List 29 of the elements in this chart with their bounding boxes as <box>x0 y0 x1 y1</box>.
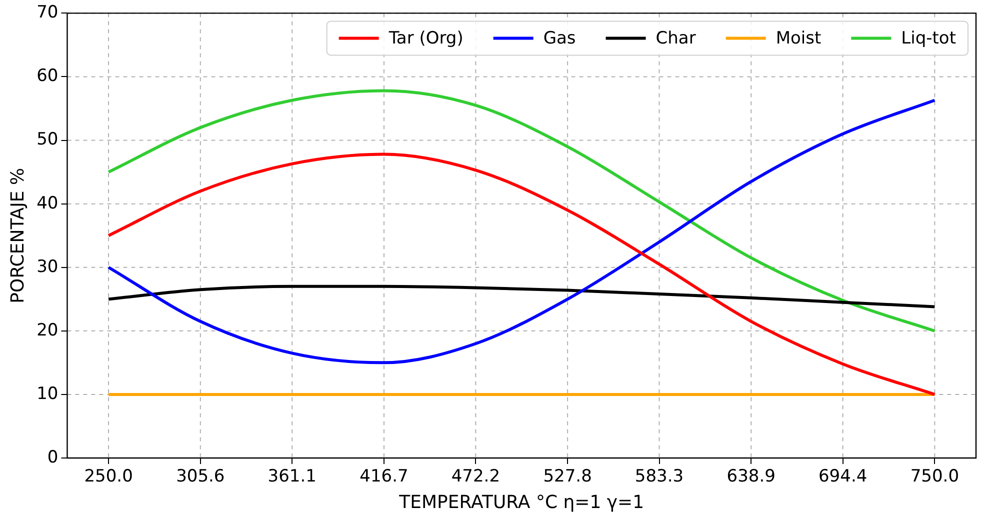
legend-label: Tar (Org) <box>388 28 464 49</box>
x-tick-label: 527.8 <box>543 466 592 487</box>
x-tick-label: 638.9 <box>726 466 776 487</box>
x-tick-label: 472.2 <box>451 466 500 487</box>
y-axis-title: PORCENTAJE % <box>7 168 28 304</box>
line-series <box>107 89 936 332</box>
y-tick-label: 10 <box>36 384 58 404</box>
line-series <box>107 152 936 396</box>
y-tick-label: 0 <box>47 447 58 468</box>
y-tick-label: 40 <box>36 193 58 214</box>
x-tick-label: 583.3 <box>634 466 684 487</box>
line-series <box>107 284 936 308</box>
legend-label: Liq-tot <box>901 28 956 49</box>
y-tick-label: 50 <box>36 130 58 150</box>
y-tick-label: 70 <box>36 2 58 23</box>
x-tick-label: 750.0 <box>910 466 960 487</box>
x-tick-label: 305.6 <box>176 466 225 487</box>
line-series <box>107 98 936 364</box>
x-tick-label: 694.4 <box>818 466 868 487</box>
x-axis-title: TEMPERATURA °C η=1 γ=1 <box>398 492 644 513</box>
x-tick-label: 416.7 <box>360 466 408 487</box>
legend-label: Gas <box>543 28 576 49</box>
y-tick-label: 60 <box>36 66 58 86</box>
legend-label: Moist <box>776 28 822 49</box>
x-tick-label: 250.0 <box>84 466 133 487</box>
y-tick-label: 30 <box>36 256 58 277</box>
y-tick-label: 20 <box>36 320 58 340</box>
x-tick-label: 361.1 <box>268 466 316 487</box>
legend-label: Char <box>656 28 696 49</box>
